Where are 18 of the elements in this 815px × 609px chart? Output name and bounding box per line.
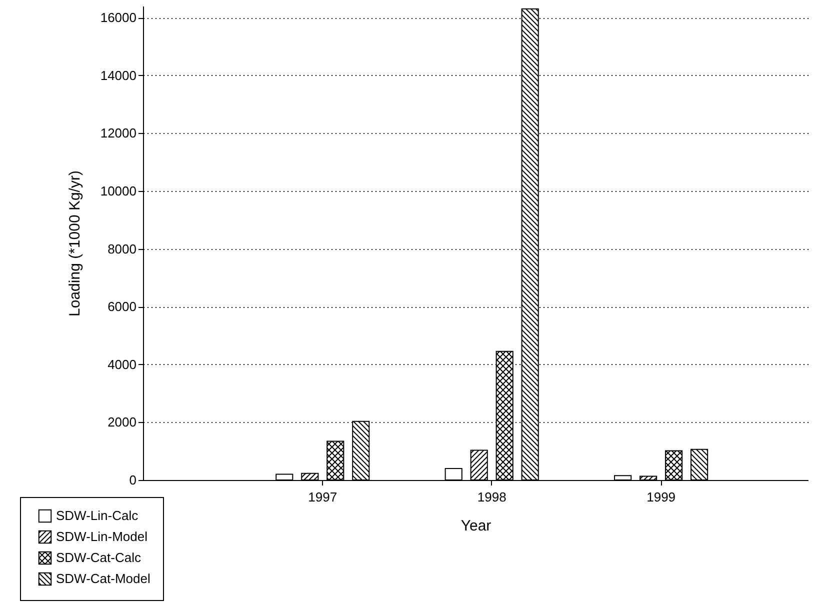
- y-tick-label: 16000: [100, 10, 136, 26]
- legend-label: SDW-Lin-Calc: [56, 508, 139, 523]
- y-tick-label: 0: [129, 472, 136, 488]
- x-tick-label: 1998: [477, 490, 506, 504]
- y-tick-label: 4000: [108, 356, 136, 372]
- y-axis-title: Loading (*1000 Kg/yr): [66, 170, 84, 316]
- x-tick-label: 1999: [646, 490, 676, 504]
- legend-label: SDW-Lin-Model: [56, 529, 148, 544]
- y-tick-label: 14000: [100, 68, 136, 83]
- y-tick-label: 12000: [100, 126, 136, 141]
- x-axis-title: Year: [460, 518, 492, 534]
- legend-label: SDW-Cat-Model: [56, 571, 150, 586]
- y-tick-label: 2000: [108, 414, 136, 430]
- x-tick-label: 1997: [308, 490, 338, 504]
- legend-label: SDW-Cat-Calc: [56, 550, 142, 565]
- y-tick-label: 10000: [100, 183, 136, 198]
- y-tick-label: 8000: [108, 241, 136, 256]
- y-tick-label: 6000: [108, 299, 136, 314]
